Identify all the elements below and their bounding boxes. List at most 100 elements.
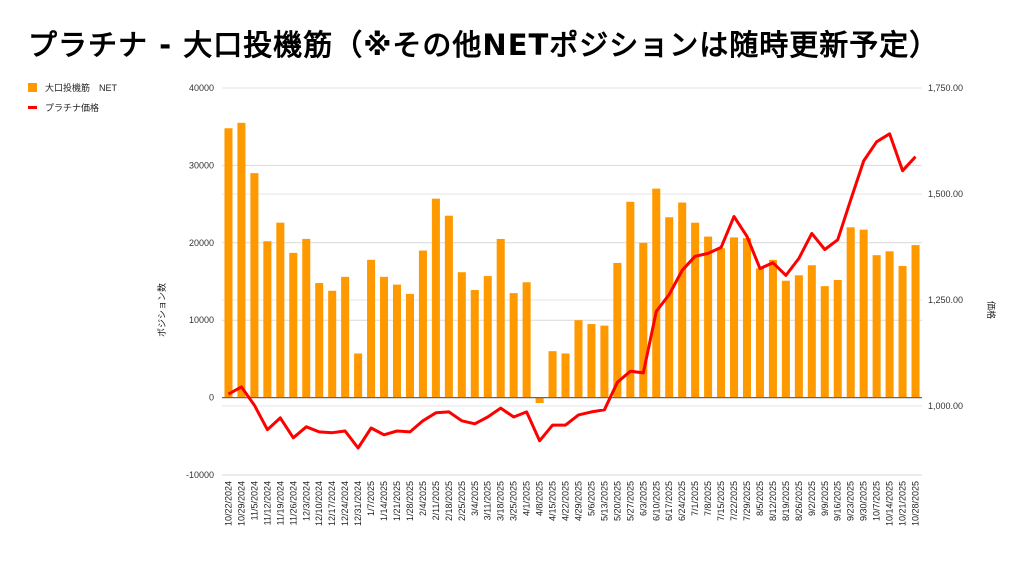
x-tick-label: 5/13/2025 — [599, 481, 609, 521]
bar — [315, 283, 324, 398]
x-tick-label: 9/2/2025 — [807, 481, 817, 516]
x-tick-label: 8/12/2025 — [768, 481, 778, 521]
bar — [224, 128, 233, 398]
bar — [704, 236, 713, 398]
x-tick-label: 12/3/2024 — [301, 481, 311, 521]
x-tick-label: 6/10/2025 — [651, 481, 661, 521]
bar — [444, 215, 453, 398]
price-line — [227, 132, 917, 450]
x-tick-label: 12/10/2024 — [314, 481, 324, 526]
right-tick-label: 1,000.00 — [928, 401, 963, 411]
x-tick-label: 8/19/2025 — [781, 481, 791, 521]
bar — [405, 293, 414, 398]
x-tick-label: 10/14/2025 — [885, 481, 895, 526]
bar — [535, 397, 544, 404]
x-tick-label: 11/26/2024 — [288, 481, 298, 525]
left-tick-label: -10000 — [186, 470, 214, 480]
bar — [367, 259, 376, 398]
x-tick-label: 4/29/2025 — [573, 481, 583, 521]
bar — [457, 272, 466, 398]
bar — [354, 353, 363, 398]
right-axis-label: 価格 — [986, 301, 997, 319]
x-tick-label: 8/26/2025 — [794, 481, 804, 521]
chart-title: プラチナ - 大口投機筋（※その他NETポジションは随時更新予定） — [28, 28, 940, 62]
bar — [522, 282, 531, 398]
x-tick-label: 10/22/2024 — [223, 481, 233, 526]
bar — [328, 290, 337, 398]
x-tick-label: 10/28/2025 — [911, 481, 921, 526]
x-tick-label: 9/30/2025 — [859, 481, 869, 521]
bar — [898, 266, 907, 398]
legend-bar-swatch — [28, 83, 37, 92]
x-tick-label: 4/1/2025 — [522, 481, 532, 516]
right-tick-label: 1,250.00 — [928, 295, 963, 305]
x-tick-label: 3/4/2025 — [470, 481, 480, 516]
right-tick-label: 1,750.00 — [928, 83, 963, 93]
bar — [341, 276, 350, 398]
x-tick-label: 12/24/2024 — [340, 481, 350, 526]
x-tick-label: 6/24/2025 — [677, 481, 687, 521]
left-tick-label: 10000 — [189, 315, 214, 325]
x-tick-label: 3/25/2025 — [509, 481, 519, 521]
bar — [691, 222, 700, 398]
bar — [483, 276, 492, 398]
bar — [665, 217, 674, 398]
legend-line-swatch — [28, 106, 37, 109]
bar — [431, 198, 440, 398]
x-tick-label: 7/29/2025 — [742, 481, 752, 521]
left-tick-label: 20000 — [189, 238, 214, 248]
x-tick-label: 8/5/2025 — [755, 481, 765, 516]
bar — [652, 188, 661, 398]
bar — [781, 280, 790, 398]
x-tick-label: 1/14/2025 — [379, 481, 389, 521]
bar — [911, 245, 920, 398]
bar — [263, 241, 272, 398]
x-tick-label: 7/1/2025 — [690, 481, 700, 516]
x-tick-label: 1/21/2025 — [392, 481, 402, 521]
bar — [470, 290, 479, 398]
bar — [613, 262, 622, 398]
x-tick-label: 7/8/2025 — [703, 481, 713, 516]
x-tick-label: 11/12/2024 — [262, 481, 272, 525]
right-axis-ticks: 1,750.00 1,500.00 1,250.00 1,000.00 — [928, 83, 963, 411]
bar — [250, 173, 259, 398]
x-tick-label: 5/20/2025 — [612, 481, 622, 521]
x-tick-label: 10/29/2024 — [236, 481, 246, 526]
left-axis-label: ポジション数 — [156, 283, 167, 337]
x-tick-label: 2/11/2025 — [431, 481, 441, 520]
x-tick-label: 9/9/2025 — [820, 481, 830, 516]
x-tick-label: 5/27/2025 — [625, 481, 635, 521]
bar — [302, 238, 311, 398]
gridlines — [222, 87, 922, 476]
x-tick-label: 1/7/2025 — [366, 481, 376, 516]
bar — [496, 238, 505, 398]
left-tick-label: 40000 — [189, 83, 214, 93]
x-tick-label: 12/31/2024 — [353, 481, 363, 526]
bar — [807, 265, 816, 398]
x-tick-label: 3/11/2025 — [483, 481, 493, 520]
bar — [392, 284, 402, 398]
bar — [768, 259, 777, 398]
x-tick-label: 7/22/2025 — [729, 481, 739, 521]
x-axis-ticks: 10/22/2024 10/29/2024 11/5/2024 11/12/2024 1… — [223, 481, 920, 526]
x-tick-label: 5/6/2025 — [586, 481, 596, 516]
x-tick-label: 6/17/2025 — [664, 481, 674, 521]
left-tick-label: 30000 — [189, 160, 214, 170]
bar — [418, 250, 427, 398]
x-tick-label: 12/17/2024 — [327, 481, 337, 526]
x-tick-label: 1/28/2025 — [405, 481, 415, 521]
bar — [574, 320, 583, 398]
bar — [678, 202, 687, 398]
x-tick-label: 6/3/2025 — [638, 481, 648, 516]
bar — [846, 227, 855, 398]
bar — [717, 248, 726, 398]
legend-bar-label: 大口投機筋 NET — [45, 82, 118, 93]
x-tick-label: 2/18/2025 — [444, 481, 454, 521]
left-axis-ticks: 40000 30000 20000 10000 0 -10000 — [186, 83, 214, 480]
x-tick-label: 11/19/2024 — [275, 481, 285, 525]
x-tick-label: 3/18/2025 — [496, 481, 506, 521]
x-tick-label: 7/15/2025 — [716, 481, 726, 521]
x-tick-label: 9/23/2025 — [846, 481, 856, 521]
x-tick-label: 2/4/2025 — [418, 481, 428, 516]
